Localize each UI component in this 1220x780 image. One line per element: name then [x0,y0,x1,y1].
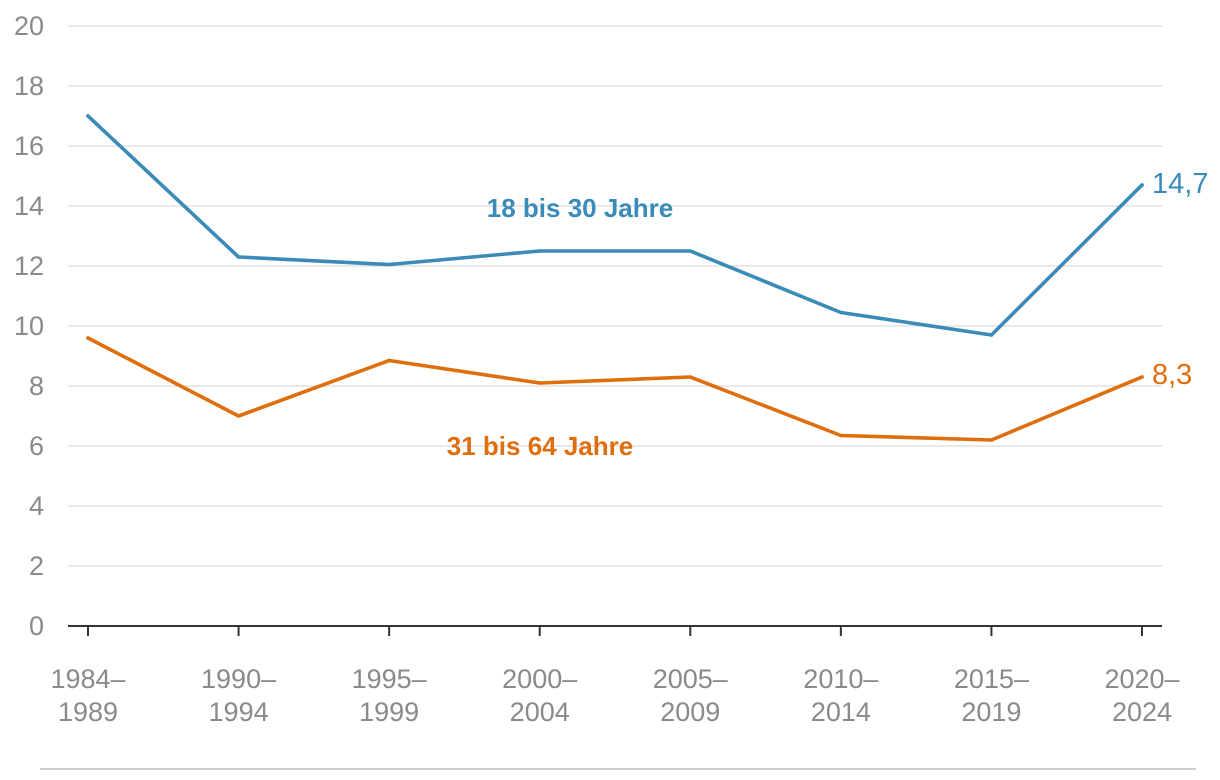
data-point [688,375,693,379]
data-point [688,249,693,253]
x-tick-label: 2020– 2024 [1104,664,1179,727]
data-point [1140,183,1144,187]
x-tick-label: 2000– 2004 [502,664,577,727]
end-value-label-31-64: 8,3 [1152,359,1192,391]
series-label-31-64: 31 bis 64 Jahre [447,431,633,461]
x-axis-tick-labels: 1984– 1989 1990– 1994 1995– 1999 2000– 2004 2005… [50,664,1179,727]
y-tick-label: 0 [29,611,44,641]
grid-lines [68,25,1162,567]
y-tick-label: 2 [29,551,44,581]
series-line-18-30 [86,114,1144,337]
data-point [839,310,843,315]
y-tick-label: 10 [14,311,44,341]
data-point [387,262,391,267]
x-axis [68,625,1162,636]
x-tick-label: 1990– 1994 [201,664,276,727]
y-tick-label: 8 [29,371,44,401]
data-point [236,414,241,418]
data-point [989,438,994,442]
x-tick-label: 1984– 1989 [50,664,125,727]
y-tick-label: 6 [29,431,44,461]
y-tick-label: 20 [14,11,44,41]
y-tick-label: 4 [29,491,44,521]
x-tick-label: 2005– 2009 [653,664,728,727]
end-value-label-18-30: 14,7 [1152,168,1208,200]
x-tick-label: 1995– 1999 [352,664,427,727]
data-point [989,333,994,337]
x-tick-label: 2010– 2014 [803,664,878,727]
data-point [387,358,391,363]
data-point [236,255,241,259]
y-axis-tick-labels: 0 2 4 6 8 10 12 14 16 18 20 [14,11,44,641]
y-tick-label: 18 [14,71,44,101]
data-point [1140,375,1144,379]
y-tick-label: 12 [14,251,44,281]
series-lines [86,114,1144,442]
y-tick-label: 14 [14,191,44,221]
y-tick-label: 16 [14,131,44,161]
series-label-18-30: 18 bis 30 Jahre [487,193,673,223]
data-point [86,114,90,118]
data-point [86,336,90,340]
data-point [537,381,542,385]
x-tick-label: 2015– 2019 [954,664,1029,727]
series-line-31-64 [86,336,1144,442]
data-point [839,433,843,438]
data-point [537,249,542,253]
